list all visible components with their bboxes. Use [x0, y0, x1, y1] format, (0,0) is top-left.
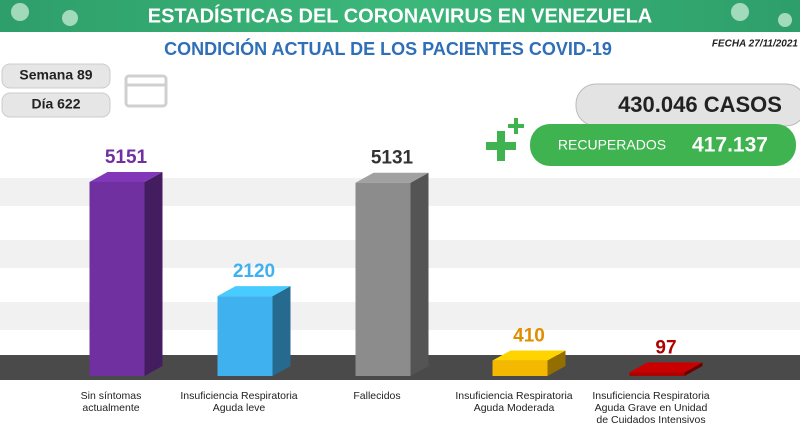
virus-icons	[11, 3, 792, 27]
bar-top	[217, 286, 291, 297]
cases: 430.046 CASOS	[618, 92, 782, 117]
week: Semana 89	[19, 67, 92, 83]
value-label: 97	[655, 337, 676, 358]
recovered-label: RECUPERADOS	[558, 137, 666, 153]
value-label: 5131	[371, 148, 414, 169]
category-label: Insuficiencia Respiratoria Aguda Moderad…	[455, 390, 573, 414]
week-badge	[1, 63, 111, 89]
recovered-value: 417.137	[692, 134, 768, 157]
calendar-icon	[124, 74, 168, 108]
bar-top	[355, 172, 429, 183]
category-label: Fallecidos	[353, 390, 401, 402]
title: ESTADÍSTICAS DEL CORONAVIRUS EN VENEZUEL…	[148, 4, 653, 27]
bar	[629, 372, 685, 376]
bar-side	[144, 171, 163, 376]
subtitle: CONDICIÓN ACTUAL DE LOS PACIENTES COVID-…	[164, 38, 612, 59]
bar	[89, 181, 145, 376]
date: FECHA 27/11/2021	[712, 39, 799, 50]
category-label: Sin síntomas actualmente	[80, 390, 142, 414]
bar	[217, 296, 273, 376]
bar-top	[89, 171, 163, 182]
recovered-box	[530, 124, 796, 166]
bar	[355, 182, 411, 376]
header-banner	[0, 0, 800, 32]
day-badge	[1, 92, 111, 118]
bar-side	[684, 362, 703, 376]
category-label: Insuficiencia Respiratoria Aguda Grave e…	[592, 390, 710, 426]
value-label: 5151	[105, 147, 148, 168]
bar-side	[547, 350, 566, 376]
plus-icon	[486, 118, 524, 161]
value-label: 410	[513, 326, 545, 347]
bar-side	[410, 172, 429, 376]
bar-top	[629, 362, 703, 373]
bar-top	[492, 350, 566, 361]
bar-side	[272, 286, 291, 376]
value-label: 2120	[233, 261, 275, 282]
bar	[492, 360, 548, 376]
category-label: Insuficiencia Respiratoria Aguda leve	[180, 390, 298, 414]
day: Día 622	[31, 96, 80, 112]
